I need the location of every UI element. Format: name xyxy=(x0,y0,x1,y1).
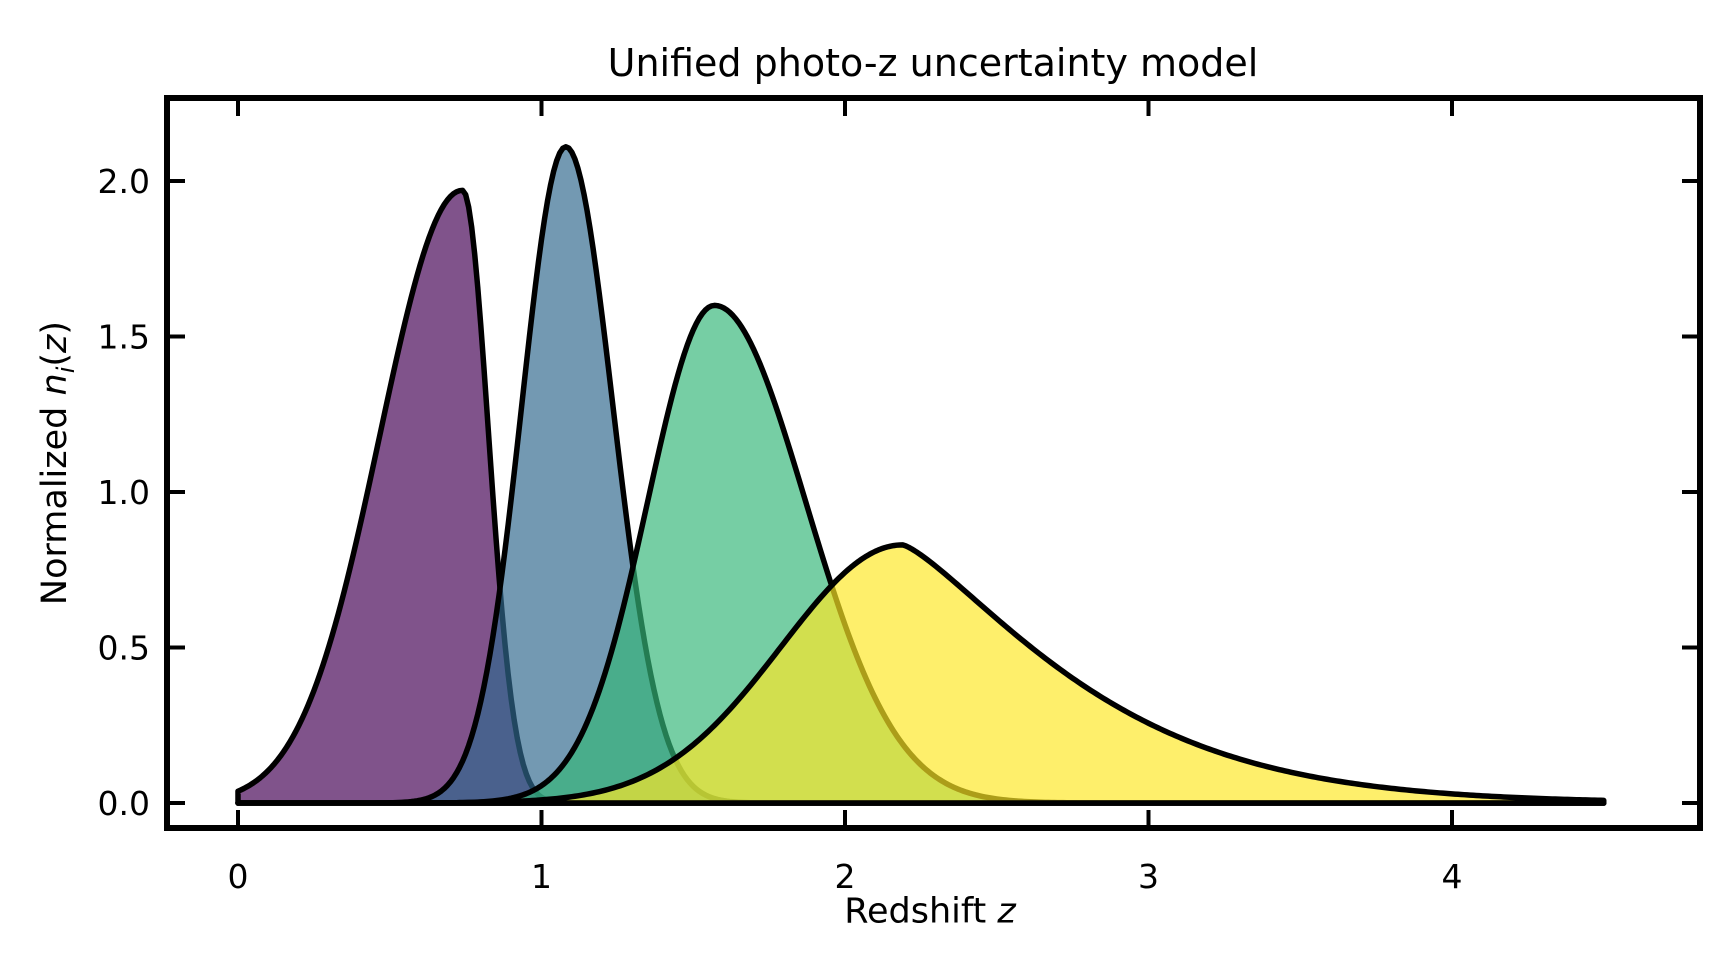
x-tick-label-1: 1 xyxy=(531,857,552,896)
y-axis-label-variable: n xyxy=(35,373,75,396)
y-axis-label-text: Normalized xyxy=(35,395,75,606)
y-tick-label-1.5: 1.5 xyxy=(98,318,150,357)
axes-frame xyxy=(164,95,1703,831)
y-tick-label-1.0: 1.0 xyxy=(98,473,150,512)
x-tick-label-3: 3 xyxy=(1138,857,1159,896)
y-tick-label-2.0: 2.0 xyxy=(98,162,150,201)
y-tick-label-0.0: 0.0 xyxy=(98,784,150,823)
x-axis-label-text: Redshift xyxy=(844,891,998,932)
curve-tomographic-bin-4 xyxy=(235,542,1607,806)
y-axis-label-subscript: i xyxy=(52,366,80,374)
y-axis-label-argument: z xyxy=(35,334,75,353)
y-axis-label: Normalized ni(z) xyxy=(35,320,80,606)
x-tick-label-2: 2 xyxy=(835,857,856,896)
chart-title: Unified photo-z uncertainty model xyxy=(607,41,1259,85)
x-axis-label-variable: z xyxy=(997,891,1016,932)
x-axis-label: Redshift z xyxy=(844,891,1016,932)
y-tick-label-0.5: 0.5 xyxy=(98,629,150,668)
x-tick-label-4: 4 xyxy=(1442,857,1463,896)
x-tick-label-0: 0 xyxy=(228,857,249,896)
